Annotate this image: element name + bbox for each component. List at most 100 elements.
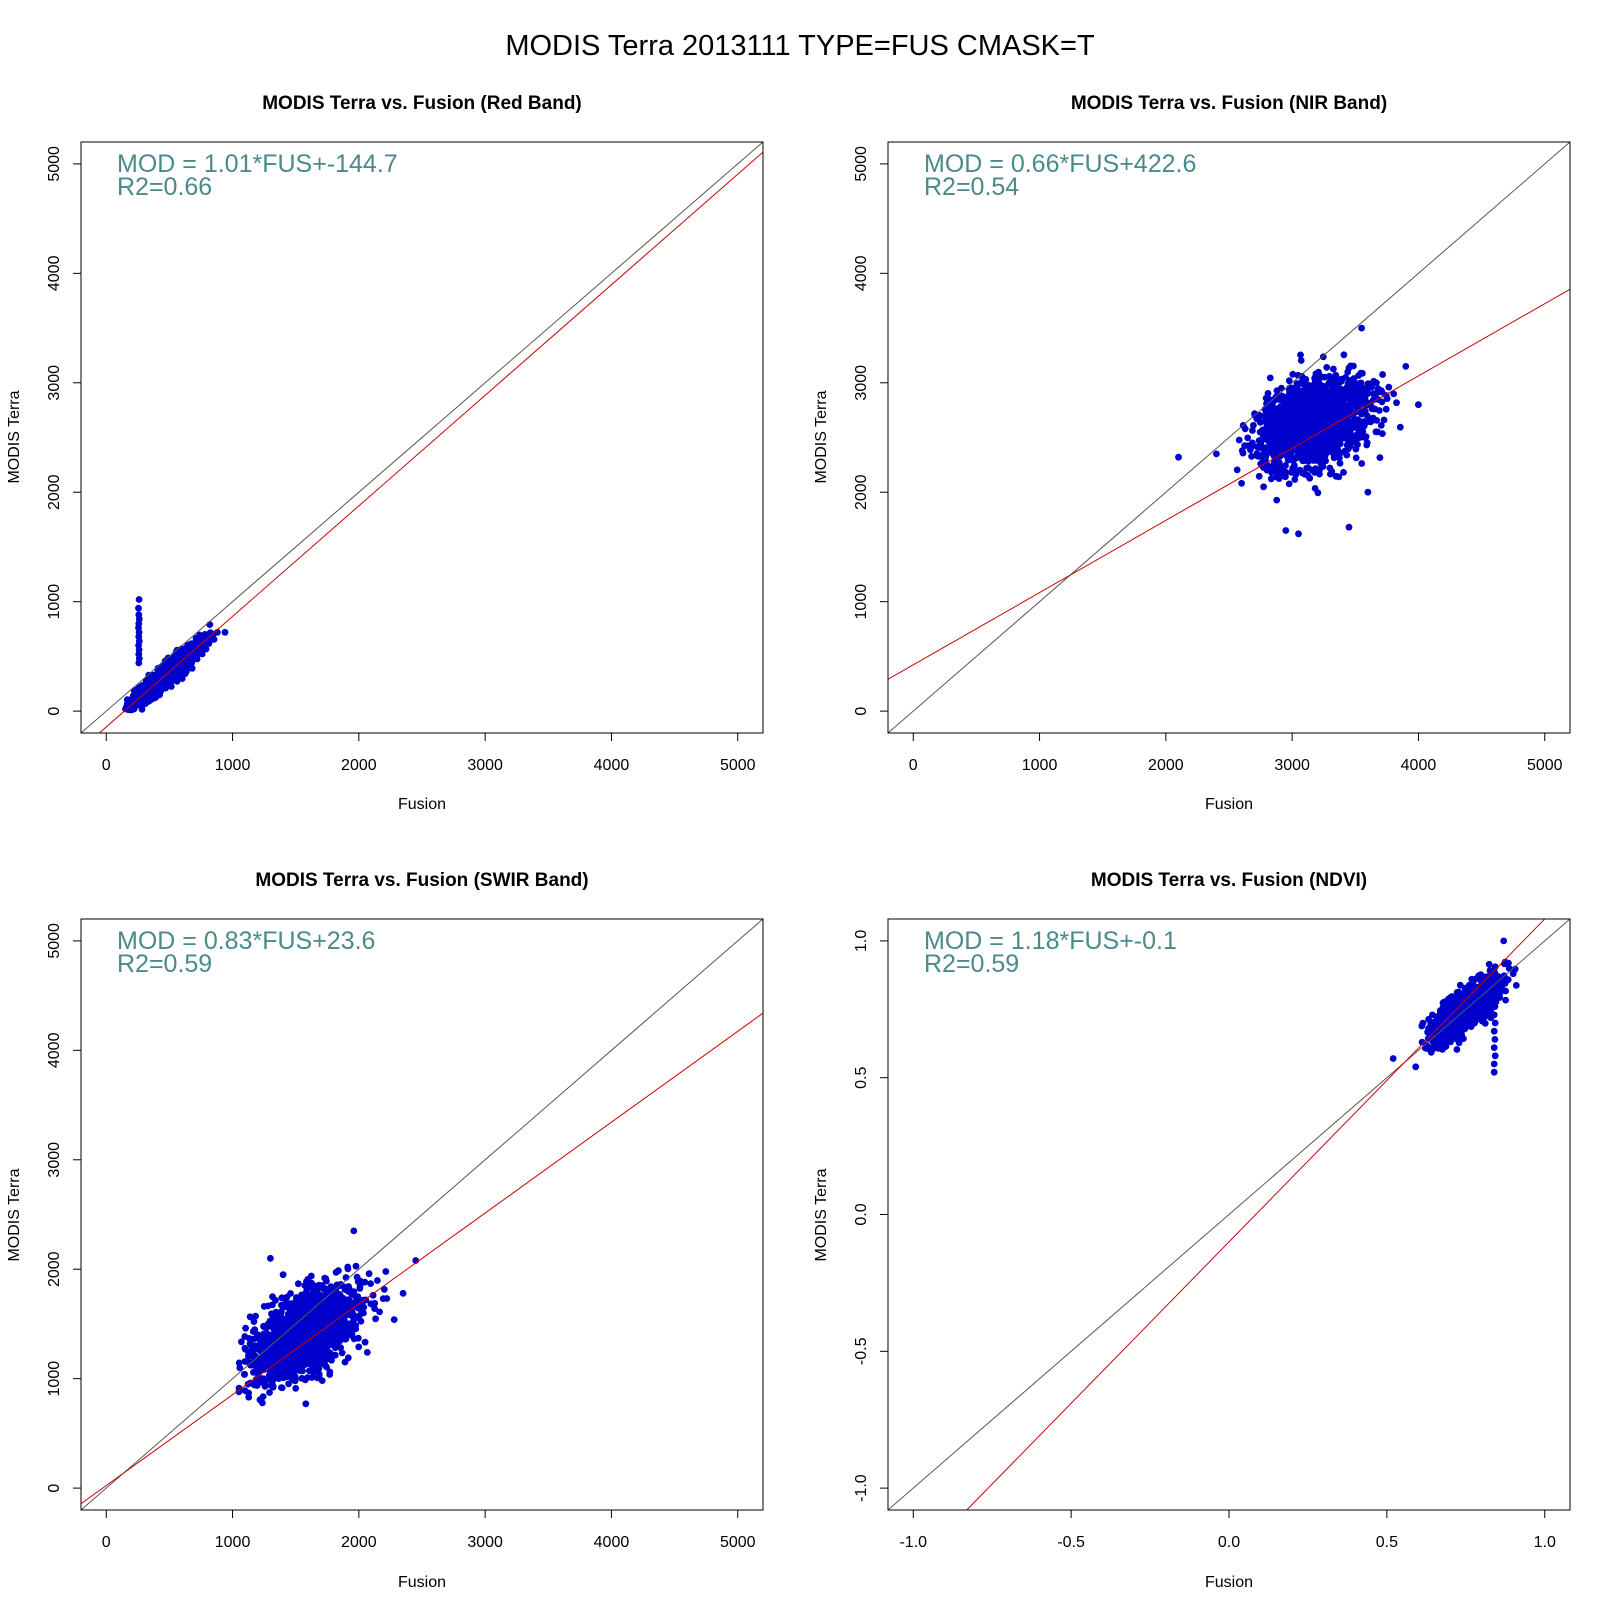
data-point [1343, 451, 1351, 459]
data-point [363, 1349, 371, 1356]
data-point [1269, 415, 1277, 423]
data-point [1383, 395, 1391, 402]
data-point [1233, 466, 1241, 474]
data-point [236, 1364, 244, 1372]
data-point [1328, 400, 1336, 408]
data-point [1273, 458, 1281, 466]
data-point [235, 1359, 243, 1367]
data-point [1351, 418, 1359, 425]
data-point [344, 1331, 351, 1339]
data-point [1299, 469, 1306, 477]
data-point [167, 683, 175, 690]
data-point [1328, 468, 1336, 475]
data-point [1175, 453, 1182, 461]
data-point [369, 1291, 377, 1299]
data-point [307, 1348, 315, 1355]
data-point [1262, 394, 1270, 402]
data-point [292, 1385, 300, 1392]
data-point [1306, 474, 1314, 482]
y-tick-label: 0 [46, 707, 63, 716]
data-point [1308, 436, 1316, 443]
data-point [1285, 480, 1293, 488]
regression-annotation: R2=0.54 [924, 173, 1019, 201]
data-point [336, 1294, 343, 1302]
data-point [275, 1324, 283, 1331]
data-point [1344, 445, 1352, 453]
data-point [367, 1280, 374, 1287]
data-point [1272, 432, 1279, 440]
data-point [1239, 449, 1247, 457]
data-point [302, 1309, 310, 1317]
data-point [1259, 457, 1267, 465]
data-point [1345, 438, 1352, 446]
data-point [1301, 433, 1309, 441]
data-point [275, 1375, 283, 1382]
y-tick-label: 3000 [46, 365, 63, 401]
data-point [272, 1341, 280, 1349]
data-point [241, 1387, 249, 1394]
data-point [1297, 351, 1304, 359]
data-point [175, 654, 183, 661]
data-point [1301, 454, 1309, 462]
data-point [345, 1283, 352, 1290]
data-point [298, 1291, 305, 1299]
data-point [1312, 411, 1320, 418]
data-point [1359, 391, 1367, 399]
data-point [200, 643, 208, 651]
figure-title: MODIS Terra 2013111 TYPE=FUS CMASK=T [505, 30, 1095, 62]
data-point [294, 1280, 302, 1288]
swir-band-panel: MODIS Terra vs. Fusion (SWIR Band) Fusio… [6, 870, 764, 1591]
data-point [1294, 371, 1302, 379]
y-axis-label: MODIS Terra [813, 390, 830, 483]
data-point [159, 671, 166, 678]
data-point [135, 596, 143, 603]
data-point [380, 1286, 388, 1293]
data-point [1255, 472, 1263, 480]
data-point [355, 1343, 363, 1351]
data-point [306, 1358, 314, 1365]
data-point [355, 1312, 363, 1320]
data-point [327, 1283, 335, 1290]
data-point [344, 1265, 352, 1273]
data-point [177, 662, 185, 669]
data-point [1266, 374, 1274, 382]
data-point [1276, 417, 1283, 425]
x-tick-label: 4000 [594, 757, 630, 774]
data-point [1323, 364, 1331, 371]
data-point [269, 1293, 276, 1301]
data-point [280, 1316, 288, 1324]
data-point [313, 1355, 321, 1362]
data-point [1268, 401, 1276, 409]
data-point [1291, 394, 1299, 402]
data-point [306, 1339, 313, 1347]
data-point [1275, 445, 1283, 453]
data-point [1310, 385, 1318, 393]
data-point [1330, 365, 1337, 373]
data-point [1347, 403, 1355, 411]
data-point [341, 1358, 349, 1366]
data-point [1323, 405, 1331, 413]
data-point [289, 1346, 297, 1353]
data-point [251, 1360, 258, 1368]
y-tick-label: 2000 [853, 474, 870, 510]
data-point [250, 1318, 258, 1325]
red-band-panel: MODIS Terra vs. Fusion (Red Band) Fusion… [6, 93, 764, 813]
data-point [319, 1307, 327, 1315]
data-point [221, 628, 229, 636]
panel-title: MODIS Terra vs. Fusion (SWIR Band) [255, 870, 588, 891]
data-point [1347, 432, 1355, 439]
data-point [1336, 454, 1343, 462]
data-point [260, 1346, 268, 1353]
data-point [1332, 428, 1340, 436]
data-point [313, 1296, 321, 1304]
data-point [253, 1382, 261, 1389]
data-point [1288, 387, 1295, 395]
data-point [1289, 457, 1297, 465]
scatter-points [235, 1227, 420, 1408]
identity-line [888, 142, 1570, 733]
data-point [1280, 446, 1288, 454]
data-point [354, 1334, 362, 1342]
data-point [328, 1297, 336, 1304]
data-point [325, 1342, 332, 1349]
